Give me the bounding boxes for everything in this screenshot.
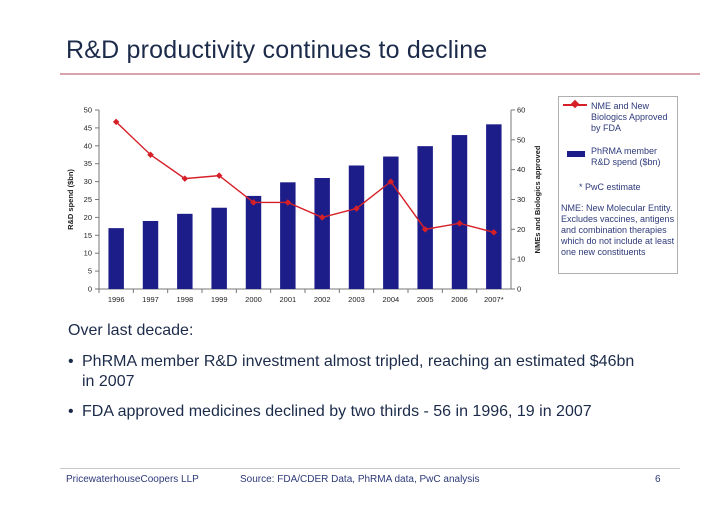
chart-legend: NME and New Biologics Approved by FDA Ph… <box>558 96 678 274</box>
nme-approvals-point <box>387 178 395 185</box>
left-tick-label: 25 <box>84 195 92 204</box>
left-tick-label: 35 <box>84 159 92 168</box>
rd-spend-bar <box>348 165 365 289</box>
right-tick-label: 10 <box>517 255 525 264</box>
nme-approvals-point <box>353 205 360 212</box>
estimate-note: * PwC estimate <box>579 182 641 192</box>
rd-spend-bar <box>142 220 159 289</box>
nme-approvals-point <box>112 118 120 126</box>
left-tick-label: 30 <box>84 177 92 186</box>
y-axis-title: R&D spend ($bn) <box>66 169 75 230</box>
left-tick-label: 0 <box>88 285 92 294</box>
x-tick-label: 2005 <box>417 295 434 304</box>
bullet-marker: • <box>68 403 74 420</box>
nme-approvals-point <box>421 226 429 233</box>
left-tick-label: 10 <box>84 249 92 258</box>
phrma-bar-swatch <box>567 151 585 157</box>
rd-spend-bar <box>486 124 502 289</box>
x-tick-label: 2002 <box>314 295 331 304</box>
rd-spend-bar <box>451 135 468 289</box>
slide-title: R&D productivity continues to decline <box>66 36 488 64</box>
x-tick-label: 1998 <box>176 295 193 304</box>
rd-spend-bar <box>211 207 227 289</box>
rd-spend-bar <box>177 213 193 289</box>
x-tick-label: 2004 <box>382 295 399 304</box>
x-tick-label: 2001 <box>279 295 296 304</box>
rd-spend-bar <box>280 182 296 289</box>
nme-approvals-point <box>284 199 292 206</box>
title-divider <box>60 73 700 75</box>
left-tick-label: 5 <box>88 267 92 276</box>
x-tick-label: 1997 <box>142 295 159 304</box>
right-tick-label: 40 <box>517 165 525 174</box>
rd-spend-bar <box>417 146 433 289</box>
nme-approvals-point <box>147 151 154 159</box>
rd-spend-bar <box>383 156 399 289</box>
bullet-fda-approvals: • FDA approved medicines declined by two… <box>68 402 648 422</box>
footer-company: PricewaterhouseCoopers LLP <box>66 474 199 485</box>
bullet-rd-investment: • PhRMA member R&D investment almost tri… <box>68 352 648 392</box>
bullet-text: FDA approved medicines declined by two t… <box>82 403 592 420</box>
nme-approvals-point <box>318 214 326 221</box>
page-number: 6 <box>655 474 661 485</box>
rd-spend-bar <box>108 228 124 289</box>
right-tick-label: 20 <box>517 225 525 234</box>
nme-approvals-point <box>490 229 498 236</box>
intro-text: Over last decade: <box>68 322 194 339</box>
rd-spend-bar <box>245 195 262 289</box>
left-tick-label: 45 <box>84 123 92 132</box>
left-tick-label: 15 <box>84 231 92 240</box>
combo-chart: 0 5 10 15 20 25 30 35 40 45 50 0 10 20 30 40 50 60 R&D spe… <box>66 106 542 305</box>
left-tick-label: 40 <box>84 141 92 150</box>
x-tick-label: 2006 <box>451 295 468 304</box>
nme-approvals-point <box>215 172 223 179</box>
y2-axis-title: NMEs and Biologics approved <box>533 145 542 253</box>
nme-definition: NME: New Molecular Entity. Excludes vacc… <box>561 203 675 257</box>
bullet-marker: • <box>68 353 74 370</box>
nme-approvals-point <box>181 175 189 182</box>
legend-phrma-label: PhRMA member R&D spend ($bn) <box>591 146 661 167</box>
left-tick-label: 20 <box>84 213 92 222</box>
x-tick-label: 2003 <box>348 295 365 304</box>
right-tick-label: 0 <box>517 285 521 294</box>
x-tick-label: 2000 <box>245 295 262 304</box>
nme-approvals-point <box>250 199 257 206</box>
x-tick-label: 2007* <box>484 295 504 304</box>
nme-approvals-point <box>456 220 463 227</box>
x-tick-label: 1999 <box>211 295 228 304</box>
right-tick-label: 60 <box>517 106 525 115</box>
legend-nme-label: NME and New Biologics Approved by FDA <box>591 101 668 133</box>
right-tick-label: 50 <box>517 135 525 144</box>
nme-marker-swatch <box>570 99 580 109</box>
footer-source: Source: FDA/CDER Data, PhRMA data, PwC a… <box>240 474 480 485</box>
nme-approvals-line <box>115 121 495 233</box>
rd-spend-bar <box>314 178 330 289</box>
x-tick-label: 1996 <box>108 295 125 304</box>
left-tick-label: 50 <box>84 106 92 115</box>
right-tick-label: 30 <box>517 195 525 204</box>
bullet-text: PhRMA member R&D investment almost tripl… <box>82 353 635 390</box>
footer-divider <box>60 468 680 469</box>
